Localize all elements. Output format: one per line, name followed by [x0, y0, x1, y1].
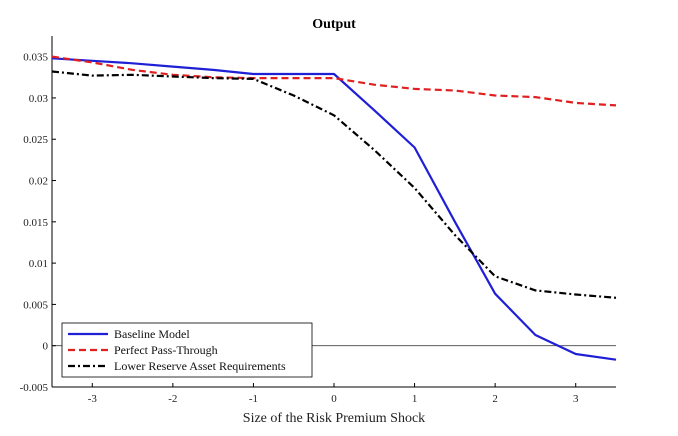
y-tick-label: 0.03: [29, 93, 49, 105]
x-tick-label: 3: [573, 393, 579, 405]
x-tick-label: -3: [88, 393, 98, 405]
y-tick-label: 0.02: [29, 176, 48, 188]
legend-label-3: Lower Reserve Asset Requirements: [114, 359, 286, 373]
x-tick-label: 0: [331, 393, 337, 405]
legend-label-1: Baseline Model: [114, 327, 190, 341]
series-line-3: [51, 70, 617, 299]
y-tick-label: 0: [43, 341, 49, 353]
legend-label-2: Perfect Pass-Through: [114, 343, 218, 357]
y-tick-label: -0.005: [20, 382, 49, 394]
y-tick-label: 0.015: [23, 217, 48, 229]
y-tick-label: 0.025: [23, 134, 48, 146]
x-tick-label: 1: [412, 393, 418, 405]
x-axis-label: Size of the Risk Premium Shock: [243, 411, 425, 426]
x-tick-label: -2: [168, 393, 177, 405]
x-tick-label: 2: [492, 393, 498, 405]
x-tick-label: -1: [249, 393, 258, 405]
y-tick-label: 0.01: [29, 258, 48, 270]
series-line-1: [51, 57, 617, 361]
chart-title: Output: [312, 17, 356, 32]
y-tick-label: 0.035: [23, 52, 48, 64]
y-tick-label: 0.005: [23, 299, 48, 311]
